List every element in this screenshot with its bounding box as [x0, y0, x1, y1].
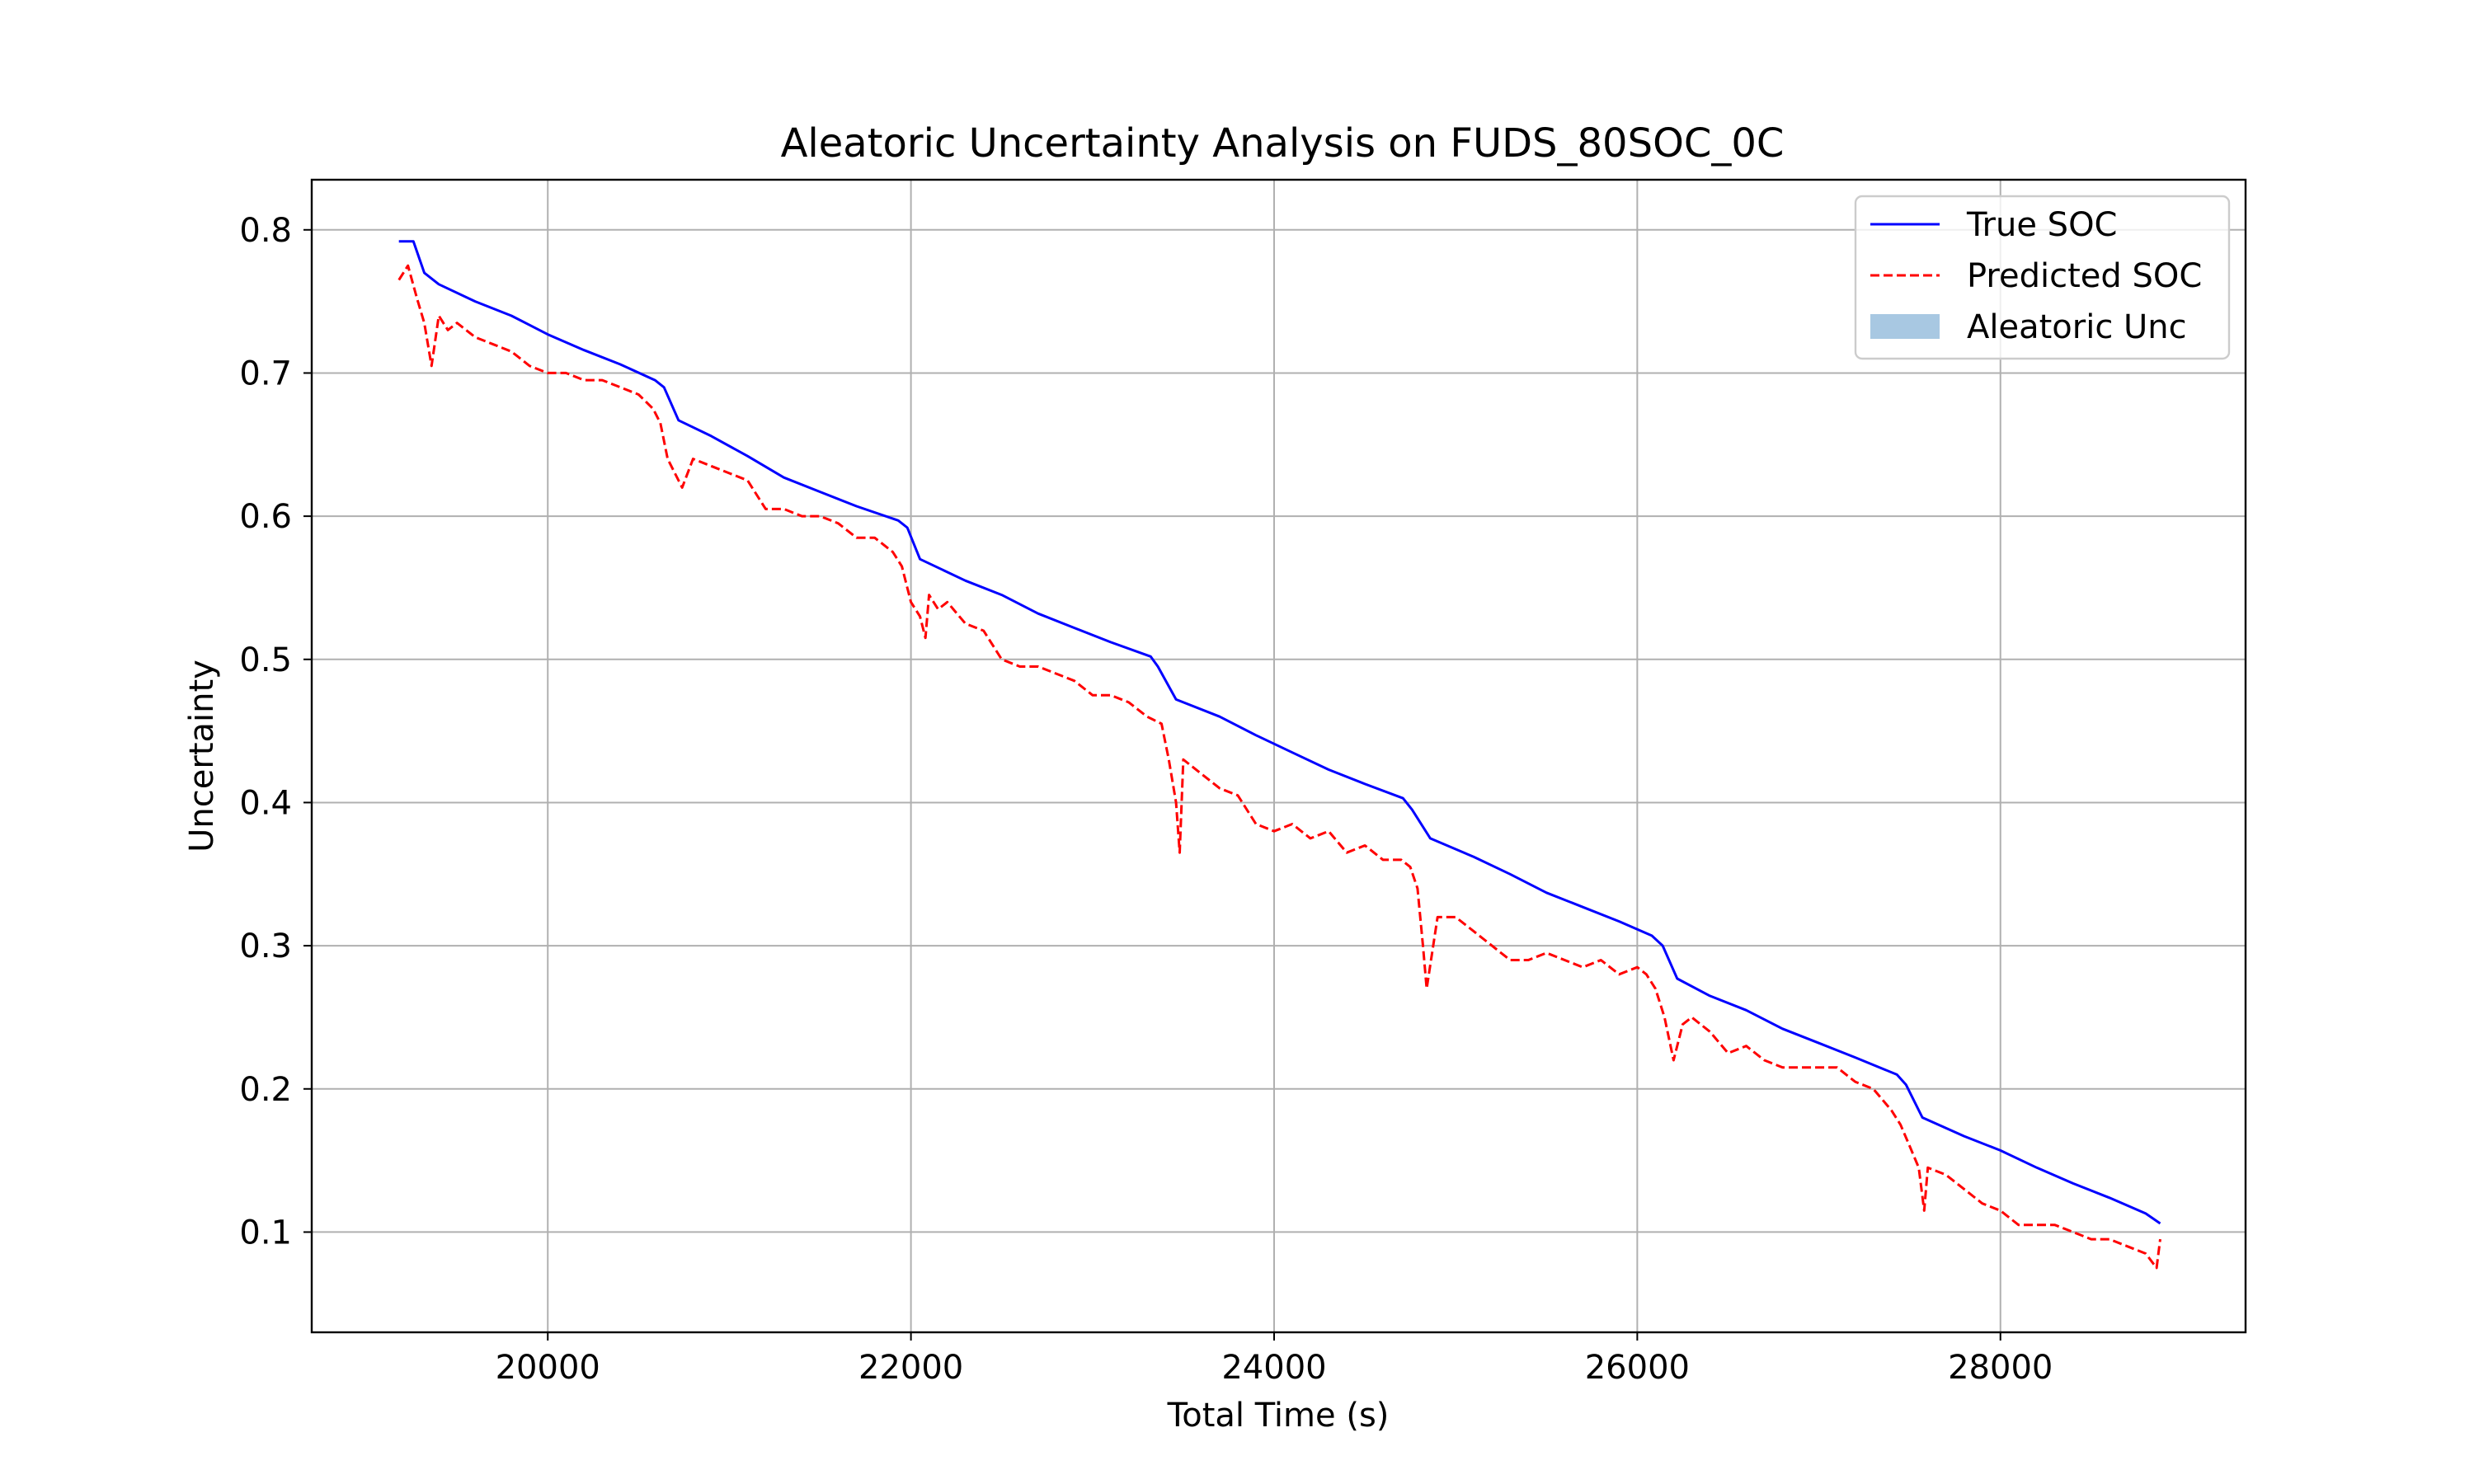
- series-line-true-soc: [398, 240, 2161, 1225]
- x-tick-label: 24000: [1221, 1349, 1326, 1387]
- x-tick-label: 26000: [1585, 1349, 1690, 1387]
- plot-area: [310, 178, 2247, 1334]
- y-tick-label: 0.3: [239, 928, 292, 965]
- y-tick-label: 0.4: [239, 784, 292, 822]
- legend-label-aleatoric-unc: Aleatoric Unc: [1967, 308, 2187, 346]
- y-tick-label: 0.2: [239, 1071, 292, 1109]
- chart-title: Aleatoric Uncertainty Analysis on FUDS_8…: [781, 120, 1785, 167]
- legend-frame: [1854, 195, 2231, 360]
- grid-layer: [312, 180, 2246, 1332]
- series-layer: [397, 240, 2161, 1270]
- y-tick-label: 0.8: [239, 212, 292, 250]
- y-tick-label: 0.6: [239, 498, 292, 536]
- x-tick-label: 22000: [858, 1349, 963, 1387]
- legend-swatch-aleatoric-unc: [1870, 314, 1940, 339]
- y-tick-label: 0.7: [239, 355, 292, 392]
- legend: True SOC Predicted SOC Aleatoric Unc: [1854, 195, 2231, 360]
- x-axis-label: Total Time (s): [1167, 1397, 1390, 1435]
- legend-label-true-soc: True SOC: [1966, 206, 2117, 244]
- y-axis-label: Uncertainty: [183, 660, 221, 852]
- x-tick-label: 20000: [496, 1349, 600, 1387]
- y-tick-label: 0.1: [239, 1214, 292, 1252]
- legend-label-predicted-soc: Predicted SOC: [1967, 257, 2202, 295]
- y-tick-label: 0.5: [239, 641, 292, 679]
- series-line-predicted-soc: [397, 264, 2161, 1270]
- x-axis: 20000 22000 24000 26000 28000: [496, 1332, 2053, 1387]
- y-axis: 0.1 0.2 0.3 0.4 0.5 0.6 0.7 0.8: [239, 212, 312, 1252]
- plot-frame: [310, 178, 2247, 1334]
- x-tick-label: 28000: [1948, 1349, 2053, 1387]
